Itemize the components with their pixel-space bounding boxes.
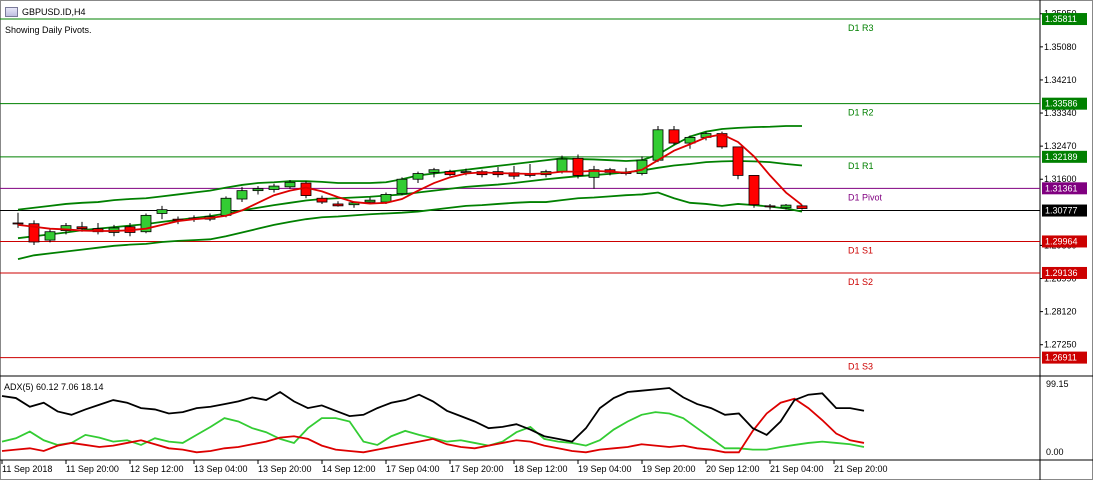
pivot-label-p: D1 Pivot [848,192,883,202]
candle-bearish [668,129,680,144]
candle-bearish [764,205,776,208]
candle-bullish [556,158,568,173]
pivot-label-s3: D1 S3 [848,362,873,372]
time-tick-label: 11 Sep 2018 [2,464,52,474]
candle-bearish [28,223,40,243]
current-price-label: 1.30777 [1045,206,1078,216]
candle-bearish [732,146,744,176]
candle-bullish [252,188,264,192]
time-tick-label: 19 Sep 20:00 [642,464,696,474]
pivot-price-box [1042,182,1087,195]
adx-minus-di-line [1,397,865,454]
candle-bearish [12,222,24,225]
moving-average-line [17,133,803,232]
candle-bearish [572,157,584,176]
candle-bullish [140,214,152,233]
candle-bullish [684,136,696,144]
pivot-price-box [1042,266,1087,279]
price-tick-label: 1.33340 [1044,108,1077,118]
pivots-note: Showing Daily Pivots. [5,25,92,35]
candle-bearish [332,203,344,207]
pivot-price-box [1042,351,1087,364]
candle-bullish [380,194,392,203]
pivot-price-label: 1.33586 [1045,99,1078,109]
price-tick-label: 1.32470 [1044,141,1077,151]
chart-header: GBPUSD.ID,H4 [5,7,86,17]
candle-bearish [796,205,808,209]
time-tick-label: 18 Sep 12:00 [514,464,568,474]
candle-bearish [76,226,88,230]
adx-plus-di-line [1,411,865,451]
indicator-tick-label: 99.15 [1046,379,1069,389]
time-tick-label: 13 Sep 20:00 [258,464,312,474]
candle-bullish [428,169,440,173]
adx-indicator-label: ADX(5) 60.12 7.06 18.14 [4,382,104,392]
pivot-label-s2: D1 S2 [848,277,873,287]
pivot-price-label: 1.29136 [1045,268,1078,278]
candle-bullish [268,185,280,190]
price-tick-label: 1.31600 [1044,174,1077,184]
adx-main-line [1,387,865,443]
pivot-label-r1: D1 R1 [848,161,874,171]
price-tick-label: 1.27250 [1044,340,1077,350]
pivot-label-r2: D1 R2 [848,108,874,118]
pivot-price-label: 1.26911 [1045,353,1077,363]
candle-bearish [748,175,760,206]
chart-window-icon [5,7,18,17]
price-tick-label: 1.34210 [1044,75,1077,85]
candle-bullish [396,178,408,195]
time-tick-label: 21 Sep 04:00 [770,464,824,474]
pivot-label-s1: D1 S1 [848,245,873,255]
pivot-price-label: 1.31361 [1045,183,1078,193]
pivot-price-box [1042,235,1087,248]
time-tick-label: 19 Sep 04:00 [578,464,632,474]
candle-bullish [412,173,424,180]
time-tick-label: 12 Sep 12:00 [130,464,184,474]
candle-bullish [156,209,168,214]
bollinger-lower-band [17,191,803,260]
time-tick-label: 13 Sep 04:00 [194,464,248,474]
time-tick-label: 20 Sep 12:00 [706,464,760,474]
pivot-price-box [1042,13,1087,26]
pivot-price-box [1042,150,1087,163]
candle-bullish [364,199,376,203]
pivot-price-label: 1.35811 [1045,14,1077,24]
pivot-label-r3: D1 R3 [848,23,874,33]
candle-bullish [588,169,600,178]
pivot-price-label: 1.29964 [1045,236,1078,246]
current-price-box [1042,204,1087,217]
time-tick-label: 11 Sep 20:00 [66,464,119,474]
time-tick-label: 21 Sep 20:00 [834,464,888,474]
candle-bullish [220,197,232,216]
pivot-price-box [1042,97,1087,110]
time-tick-label: 14 Sep 12:00 [322,464,376,474]
candle-bullish [652,129,664,161]
candle-bearish [444,171,456,176]
candle-bullish [60,225,72,231]
time-tick-label: 17 Sep 20:00 [450,464,504,474]
bollinger-upper-band [17,125,802,211]
price-tick-label: 1.35080 [1044,42,1077,52]
candle-bullish [236,190,248,200]
candle-bullish [44,231,56,241]
candle-bearish [316,197,328,203]
candle-bullish [284,181,296,188]
pivot-price-label: 1.32189 [1045,152,1078,162]
time-tick-label: 17 Sep 04:00 [386,464,440,474]
candle-bullish [780,204,792,209]
price-tick-label: 1.28120 [1044,307,1077,317]
chart-title: GBPUSD.ID,H4 [22,7,86,17]
indicator-tick-label: 0.00 [1046,447,1064,457]
